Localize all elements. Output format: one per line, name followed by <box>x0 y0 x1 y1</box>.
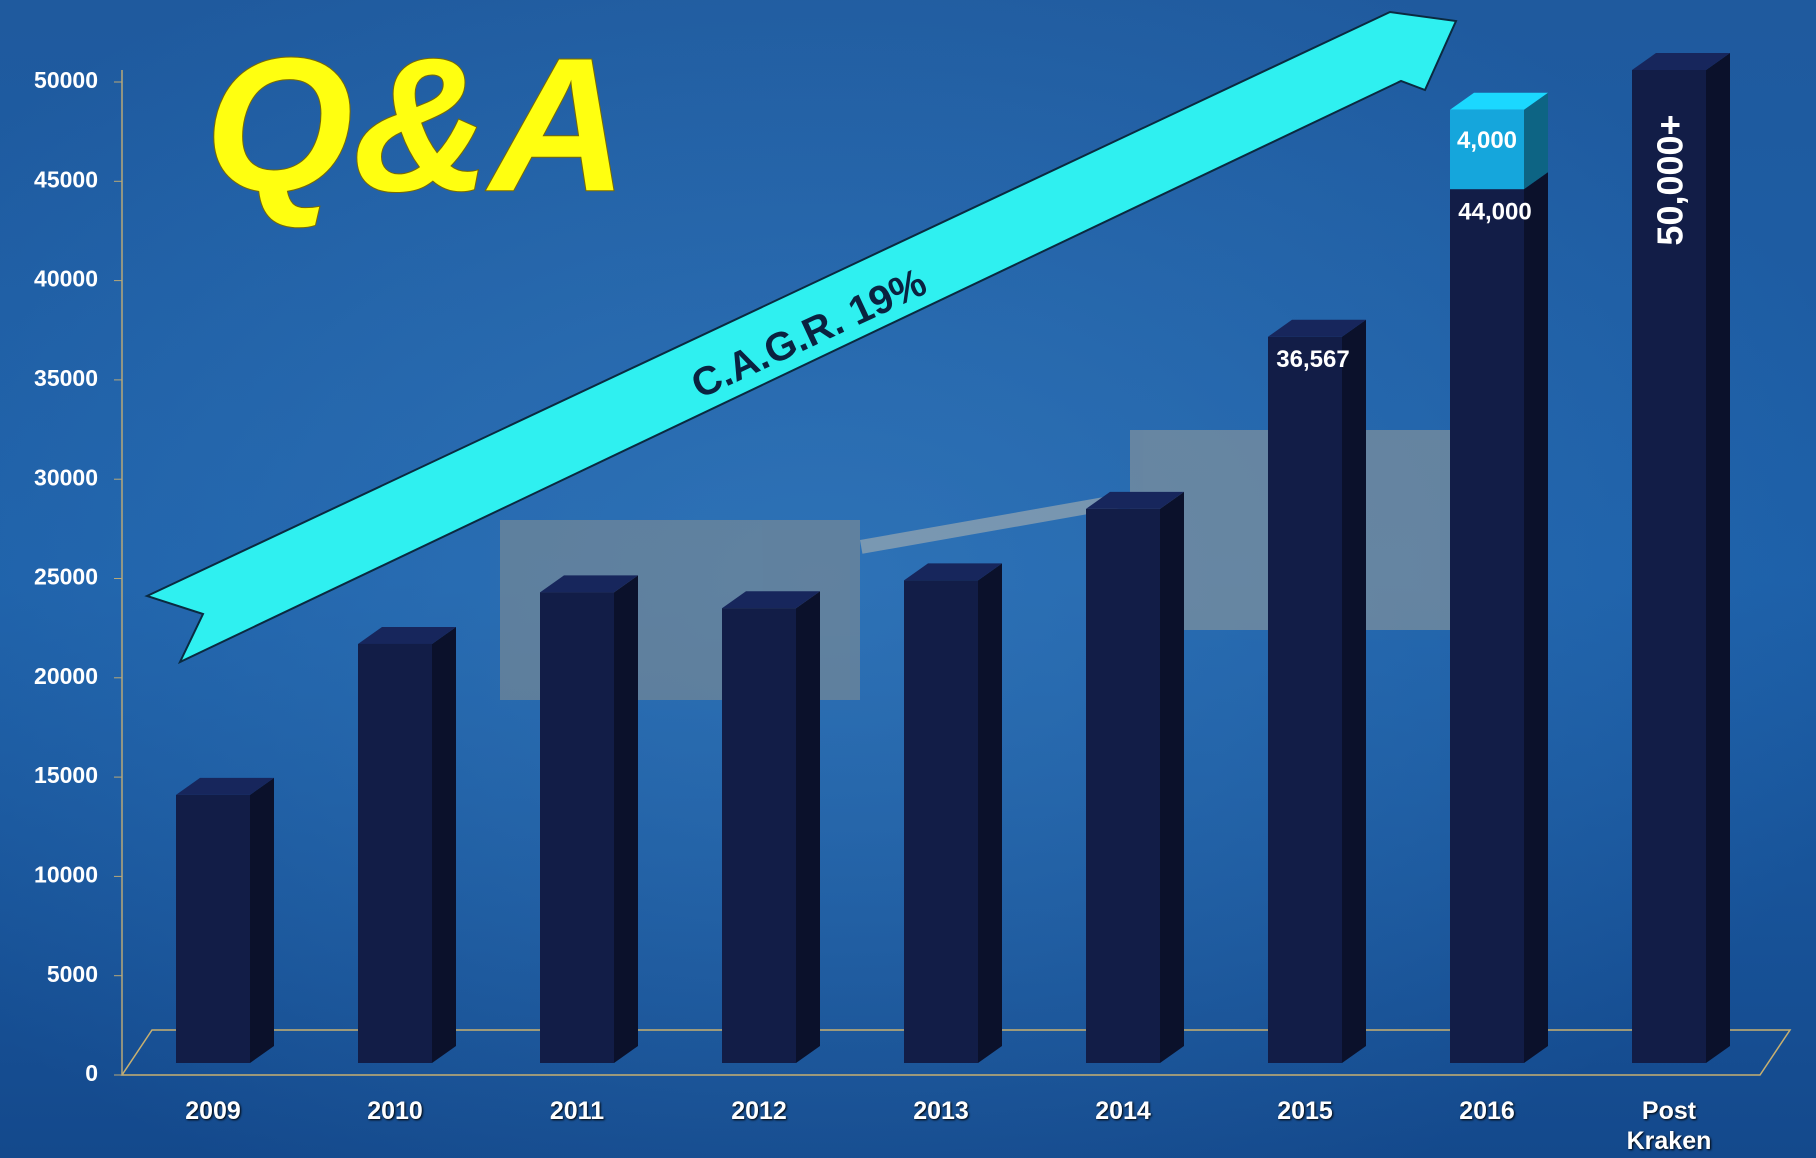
bar <box>1086 508 1160 1063</box>
value-label: 36,567 <box>1276 346 1349 373</box>
bar <box>1632 70 1706 1063</box>
x-tick-label: 2013 <box>913 1097 969 1125</box>
bar <box>1268 336 1342 1063</box>
bar-side <box>1160 491 1184 1063</box>
bar <box>722 608 796 1063</box>
y-tick-label: 30000 <box>34 464 98 490</box>
x-tick-label: 2010 <box>367 1097 423 1125</box>
x-tick-label: Post Kraken <box>1626 1097 1712 1155</box>
bar-side <box>796 591 820 1063</box>
y-tick-label: 45000 <box>34 166 98 192</box>
floor <box>120 1029 1792 1076</box>
bar <box>1450 109 1524 190</box>
value-label: 50,000+ <box>1650 114 1691 245</box>
y-tick-label: 40000 <box>34 266 98 292</box>
x-tick-label: 2016 <box>1459 1097 1515 1125</box>
bar-side <box>614 575 638 1063</box>
bar-top <box>1450 92 1548 110</box>
bar-top <box>722 591 820 609</box>
y-tick-label: 10000 <box>34 861 98 887</box>
bar <box>904 580 978 1063</box>
bar-side <box>250 777 274 1063</box>
y-tick-label: 5000 <box>47 961 98 987</box>
bar-top <box>1632 53 1730 70</box>
x-tick-label: 2011 <box>549 1097 605 1125</box>
bar-side <box>432 626 456 1063</box>
y-tick-label: 25000 <box>34 564 98 590</box>
x-tick-label: 2015 <box>1277 1097 1333 1125</box>
x-tick-label: 2014 <box>1095 1097 1151 1125</box>
bar-top <box>904 563 1002 581</box>
bar-top <box>358 626 456 644</box>
bar-top <box>176 777 274 795</box>
bar-side <box>978 563 1002 1063</box>
bar <box>540 592 614 1063</box>
bar-side <box>1342 319 1366 1063</box>
y-tick-label: 20000 <box>34 663 98 689</box>
value-label: 44,000 <box>1458 199 1531 226</box>
chart-title: Q&A <box>205 19 627 231</box>
bar-side <box>1706 53 1730 1063</box>
x-tick-label: 2012 <box>731 1097 787 1125</box>
x-tick-label: 2009 <box>185 1097 241 1125</box>
bar-top <box>1086 491 1184 509</box>
y-tick-label: 50000 <box>34 67 98 93</box>
bar <box>358 643 432 1063</box>
y-tick-label: 35000 <box>34 365 98 391</box>
value-label: 4,000 <box>1457 127 1517 154</box>
y-tick-label: 15000 <box>34 762 98 788</box>
bar-side <box>1524 172 1548 1063</box>
bar <box>176 794 250 1063</box>
bar-top <box>540 575 638 593</box>
y-tick-label: 0 <box>85 1060 98 1086</box>
bar-top <box>1268 319 1366 337</box>
cagr-arrow <box>144 10 1458 665</box>
bar <box>1450 189 1524 1063</box>
bar-side <box>1524 92 1548 190</box>
